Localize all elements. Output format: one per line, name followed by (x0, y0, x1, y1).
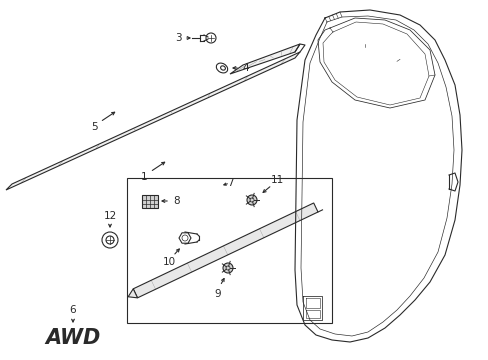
Text: 12: 12 (103, 211, 116, 221)
Bar (127, 178, 331, 323)
Polygon shape (133, 203, 317, 298)
Polygon shape (229, 44, 299, 74)
Text: 7: 7 (226, 178, 233, 188)
Text: 3: 3 (174, 33, 181, 43)
Text: 8: 8 (173, 196, 180, 206)
Polygon shape (6, 52, 299, 190)
Text: 5: 5 (92, 122, 98, 132)
Text: 10: 10 (162, 257, 175, 267)
Text: 6: 6 (70, 305, 76, 315)
Polygon shape (179, 233, 191, 243)
Text: 11: 11 (270, 175, 283, 185)
FancyBboxPatch shape (142, 195, 158, 208)
Polygon shape (128, 289, 137, 298)
Text: 1: 1 (141, 172, 147, 182)
Circle shape (223, 263, 232, 273)
Text: 9: 9 (214, 289, 221, 299)
Text: 4: 4 (242, 63, 249, 73)
Circle shape (246, 195, 257, 205)
Text: AWD: AWD (45, 328, 101, 348)
